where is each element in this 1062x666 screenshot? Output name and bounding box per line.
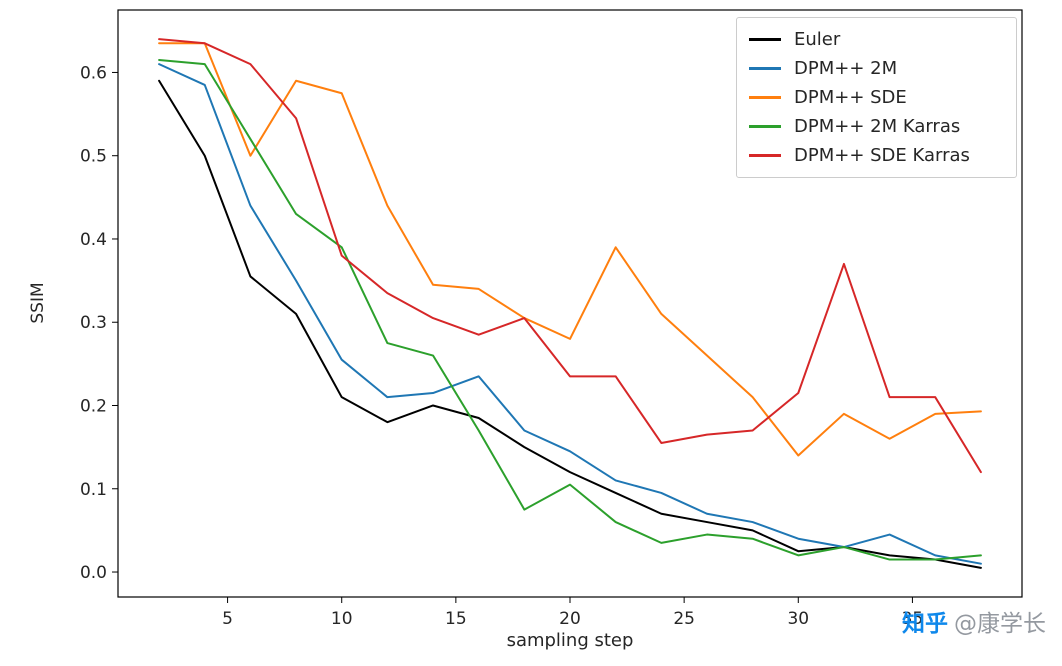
legend-item-dpm-2m: DPM++ 2M	[747, 54, 1006, 83]
legend-label: DPM++ SDE Karras	[794, 145, 970, 166]
y-tick-label: 0.2	[80, 396, 107, 416]
watermark-handle: @康学长	[954, 611, 1046, 637]
x-tick-label: 5	[222, 609, 233, 629]
legend-item-dpm-sde: DPM++ SDE	[747, 83, 1006, 112]
y-tick-label: 0.4	[80, 230, 107, 250]
series-line-dpm-sde-karras	[158, 38, 982, 474]
legend-label: DPM++ 2M	[794, 58, 898, 79]
x-tick-label: 10	[331, 609, 353, 629]
legend-item-dpm-2m-karras: DPM++ 2M Karras	[747, 112, 1006, 141]
x-tick-label: 15	[445, 609, 467, 629]
legend-label: Euler	[794, 29, 841, 50]
x-axis-label: sampling step	[506, 630, 634, 651]
legend-line-sample	[749, 125, 781, 128]
y-tick-label: 0.1	[80, 480, 107, 500]
legend-line-sample	[749, 67, 781, 70]
y-axis-label: SSIM	[28, 282, 48, 324]
y-tick-label: 0.6	[80, 63, 107, 83]
legend-label: DPM++ SDE	[794, 87, 907, 108]
legend-label: DPM++ 2M Karras	[794, 116, 961, 137]
legend-line-sample	[749, 96, 781, 99]
y-tick-label: 0.3	[80, 313, 107, 333]
watermark: 知乎 @康学长	[902, 604, 1046, 638]
y-tick-label: 0.0	[80, 563, 107, 583]
x-tick-label: 35	[902, 609, 924, 629]
x-tick-label: 25	[673, 609, 695, 629]
legend: Euler DPM++ 2M DPM++ SDE DPM++ 2M Karras DPM…	[736, 17, 1017, 178]
y-tick-label: 0.5	[80, 147, 107, 167]
series-line-dpm-2m-karras	[158, 58, 982, 561]
legend-item-dpm-sde-karras: DPM++ SDE Karras	[747, 141, 1006, 170]
legend-item-euler: Euler	[747, 25, 1006, 54]
plot-frame	[117, 9, 1023, 598]
series-line-dpm-sde	[158, 42, 982, 457]
legend-line-sample	[749, 154, 781, 157]
x-tick-label: 20	[559, 609, 581, 629]
legend-line-sample	[749, 38, 781, 41]
watermark-brand: 知乎	[902, 611, 948, 637]
x-tick-label: 30	[787, 609, 809, 629]
